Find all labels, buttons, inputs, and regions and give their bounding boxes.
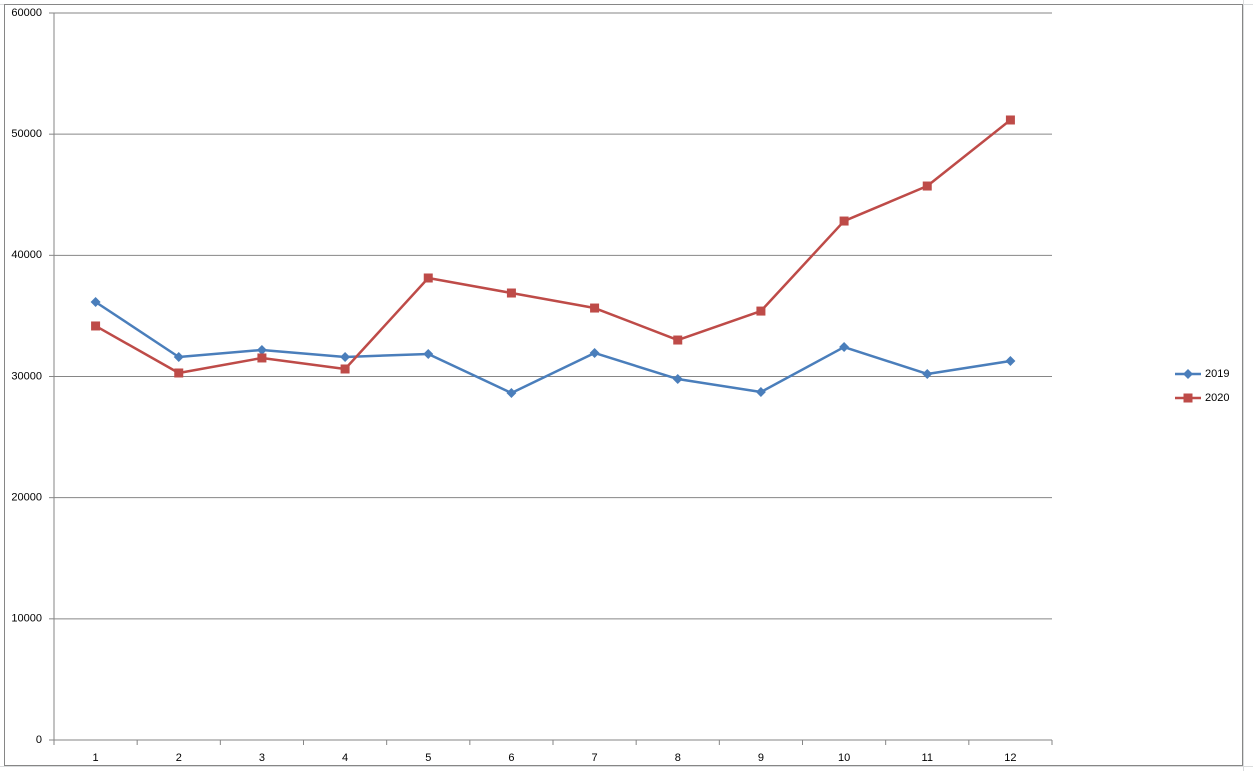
data-point	[423, 348, 434, 359]
legend-label: 2019	[1205, 368, 1229, 380]
data-point	[90, 296, 101, 307]
data-point	[506, 288, 516, 298]
x-tick-label: 12	[1004, 752, 1016, 764]
chart-area	[4, 4, 1243, 766]
x-tick-label: 9	[758, 752, 764, 764]
x-tick-label: 10	[838, 752, 850, 764]
y-tick-label: 40000	[11, 249, 42, 261]
data-point	[340, 351, 351, 362]
data-point	[756, 306, 766, 316]
data-point	[673, 335, 683, 345]
data-point	[1005, 115, 1015, 125]
series-line	[94, 300, 1011, 395]
y-tick-label: 20000	[11, 492, 42, 504]
x-tick-label: 4	[342, 752, 348, 764]
legend-label: 2020	[1205, 392, 1229, 404]
data-point	[839, 216, 849, 226]
data-point	[922, 368, 933, 379]
data-point	[174, 368, 184, 378]
x-tick-label: 8	[675, 752, 681, 764]
legend-marker	[1183, 393, 1193, 403]
data-point	[672, 374, 683, 385]
x-tick-label: 2	[176, 752, 182, 764]
data-point	[340, 364, 350, 374]
data-point	[257, 353, 267, 363]
x-tick-label: 11	[922, 752, 933, 764]
data-point	[506, 387, 517, 398]
data-point	[91, 321, 101, 331]
data-point	[256, 344, 267, 355]
y-tick-label: 60000	[11, 7, 42, 19]
x-tick-label: 1	[93, 752, 99, 764]
x-tick-label: 5	[425, 752, 431, 764]
y-tick-label: 30000	[11, 370, 42, 382]
data-point	[839, 342, 850, 353]
data-point	[1005, 355, 1016, 366]
x-tick-label: 7	[592, 752, 598, 764]
data-point	[423, 273, 433, 283]
legend-marker	[1183, 369, 1193, 379]
y-tick-label: 0	[36, 734, 42, 746]
data-point	[590, 303, 600, 313]
series-line	[94, 119, 1012, 375]
data-point	[755, 387, 766, 398]
x-tick-label: 6	[508, 752, 514, 764]
data-point	[589, 347, 600, 358]
data-point	[922, 181, 932, 191]
data-point	[173, 351, 184, 362]
y-tick-label: 10000	[11, 613, 42, 625]
y-tick-label: 50000	[11, 128, 42, 140]
x-tick-label: 3	[259, 752, 265, 764]
